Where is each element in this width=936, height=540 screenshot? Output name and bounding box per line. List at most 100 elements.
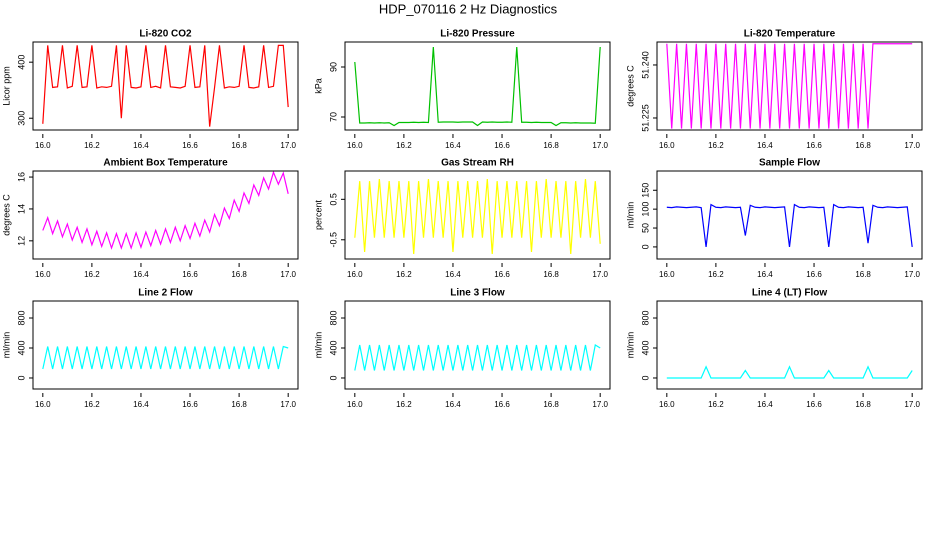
x-tick-label: 16.6 bbox=[806, 400, 822, 409]
x-tick-label: 16.0 bbox=[659, 400, 675, 409]
x-tick-label: 16.2 bbox=[84, 141, 100, 150]
x-tick-label: 16.8 bbox=[231, 270, 247, 279]
x-tick-label: 17.0 bbox=[280, 270, 296, 279]
x-tick-label: 16.0 bbox=[659, 270, 675, 279]
y-tick-label: 0.5 bbox=[328, 193, 338, 206]
y-tick-label: 800 bbox=[640, 310, 650, 325]
plot-frame bbox=[344, 170, 611, 260]
x-tick-label: 16.2 bbox=[396, 141, 412, 150]
x-tick-label: 16.4 bbox=[445, 270, 461, 279]
y-tick-label: 800 bbox=[328, 310, 338, 325]
x-tick-label: 16.2 bbox=[708, 400, 724, 409]
x-tick-label: 16.0 bbox=[347, 270, 363, 279]
y-tick-label: 0 bbox=[328, 375, 338, 380]
x-tick-label: 16.6 bbox=[806, 270, 822, 279]
data-line bbox=[42, 44, 289, 127]
x-tick-label: 16.4 bbox=[133, 400, 149, 409]
y-tick-label: 0 bbox=[640, 244, 650, 249]
y-tick-label: 12 bbox=[16, 236, 26, 246]
x-tick-label: 17.0 bbox=[592, 141, 608, 150]
x-tick-label: 16.4 bbox=[445, 400, 461, 409]
panel-title: Sample Flow bbox=[759, 158, 820, 169]
x-tick-label: 16.0 bbox=[35, 400, 51, 409]
x-tick-label: 16.8 bbox=[855, 400, 871, 409]
y-tick-label: 51.225 bbox=[640, 104, 650, 132]
x-tick-label: 16.6 bbox=[806, 141, 822, 150]
data-line bbox=[354, 179, 601, 254]
x-tick-label: 16.8 bbox=[543, 141, 559, 150]
y-axis-label: Licor ppm bbox=[1, 66, 11, 106]
x-tick-label: 16.8 bbox=[231, 141, 247, 150]
x-tick-label: 16.6 bbox=[494, 400, 510, 409]
x-tick-label: 17.0 bbox=[592, 400, 608, 409]
y-tick-label: 400 bbox=[16, 55, 26, 70]
y-tick-label: 100 bbox=[640, 202, 650, 217]
y-axis-label: percent bbox=[313, 199, 323, 230]
panel-title: Li-820 Temperature bbox=[744, 29, 836, 40]
x-tick-label: 16.4 bbox=[133, 270, 149, 279]
x-tick-label: 16.0 bbox=[35, 141, 51, 150]
y-axis-label: degrees C bbox=[1, 194, 11, 236]
y-tick-label: 300 bbox=[16, 111, 26, 126]
x-tick-label: 16.0 bbox=[347, 141, 363, 150]
x-tick-label: 16.4 bbox=[757, 141, 773, 150]
panel-title: Gas Stream RH bbox=[441, 158, 514, 169]
data-line bbox=[354, 344, 601, 371]
plot-frame bbox=[656, 170, 923, 260]
plot-frame bbox=[344, 41, 611, 131]
x-tick-label: 16.2 bbox=[396, 400, 412, 409]
y-tick-label: 51.240 bbox=[640, 51, 650, 79]
x-tick-label: 17.0 bbox=[592, 270, 608, 279]
y-tick-label: 400 bbox=[328, 340, 338, 355]
y-tick-label: -0.5 bbox=[328, 232, 338, 248]
x-tick-label: 16.8 bbox=[543, 400, 559, 409]
data-line bbox=[42, 345, 289, 370]
x-tick-label: 16.6 bbox=[494, 141, 510, 150]
x-tick-label: 16.0 bbox=[35, 270, 51, 279]
x-tick-label: 16.8 bbox=[543, 270, 559, 279]
y-axis-label: ml/min bbox=[313, 332, 323, 359]
y-tick-label: 400 bbox=[640, 340, 650, 355]
x-tick-label: 16.6 bbox=[182, 270, 198, 279]
x-tick-label: 16.6 bbox=[182, 141, 198, 150]
y-tick-label: 400 bbox=[16, 340, 26, 355]
panel-title: Line 3 Flow bbox=[450, 288, 505, 299]
data-line bbox=[354, 46, 601, 127]
x-tick-label: 16.8 bbox=[855, 141, 871, 150]
data-line bbox=[666, 203, 913, 247]
plot-frame bbox=[656, 300, 923, 390]
x-tick-label: 17.0 bbox=[904, 141, 920, 150]
panel-title: Ambient Box Temperature bbox=[103, 158, 228, 169]
data-line bbox=[666, 365, 913, 379]
x-tick-label: 16.4 bbox=[757, 400, 773, 409]
x-tick-label: 17.0 bbox=[280, 400, 296, 409]
panel-title: Li-820 CO2 bbox=[139, 29, 192, 40]
x-tick-label: 16.6 bbox=[494, 270, 510, 279]
x-tick-label: 16.2 bbox=[84, 400, 100, 409]
y-axis-label: ml/min bbox=[1, 332, 11, 359]
y-tick-label: 70 bbox=[328, 112, 338, 122]
x-tick-label: 16.8 bbox=[231, 400, 247, 409]
x-tick-label: 16.6 bbox=[182, 400, 198, 409]
y-tick-label: 50 bbox=[640, 223, 650, 233]
x-tick-label: 16.2 bbox=[708, 270, 724, 279]
y-tick-label: 150 bbox=[640, 183, 650, 198]
panel-title: Li-820 Pressure bbox=[440, 29, 515, 40]
y-axis-label: kPa bbox=[313, 78, 323, 94]
figure-title: HDP_070116 2 Hz Diagnostics bbox=[379, 1, 558, 16]
plot-frame bbox=[344, 300, 611, 390]
panel-title: Line 2 Flow bbox=[138, 288, 193, 299]
data-line bbox=[42, 170, 289, 250]
y-tick-label: 0 bbox=[640, 375, 650, 380]
x-tick-label: 16.4 bbox=[445, 141, 461, 150]
plot-frame bbox=[32, 170, 299, 260]
y-axis-label: ml/min bbox=[625, 332, 635, 359]
x-tick-label: 17.0 bbox=[904, 270, 920, 279]
data-line bbox=[666, 43, 913, 129]
y-axis-label: ml/min bbox=[625, 202, 635, 229]
x-tick-label: 16.2 bbox=[708, 141, 724, 150]
x-tick-label: 16.4 bbox=[133, 141, 149, 150]
x-tick-label: 16.4 bbox=[757, 270, 773, 279]
y-tick-label: 16 bbox=[16, 172, 26, 182]
